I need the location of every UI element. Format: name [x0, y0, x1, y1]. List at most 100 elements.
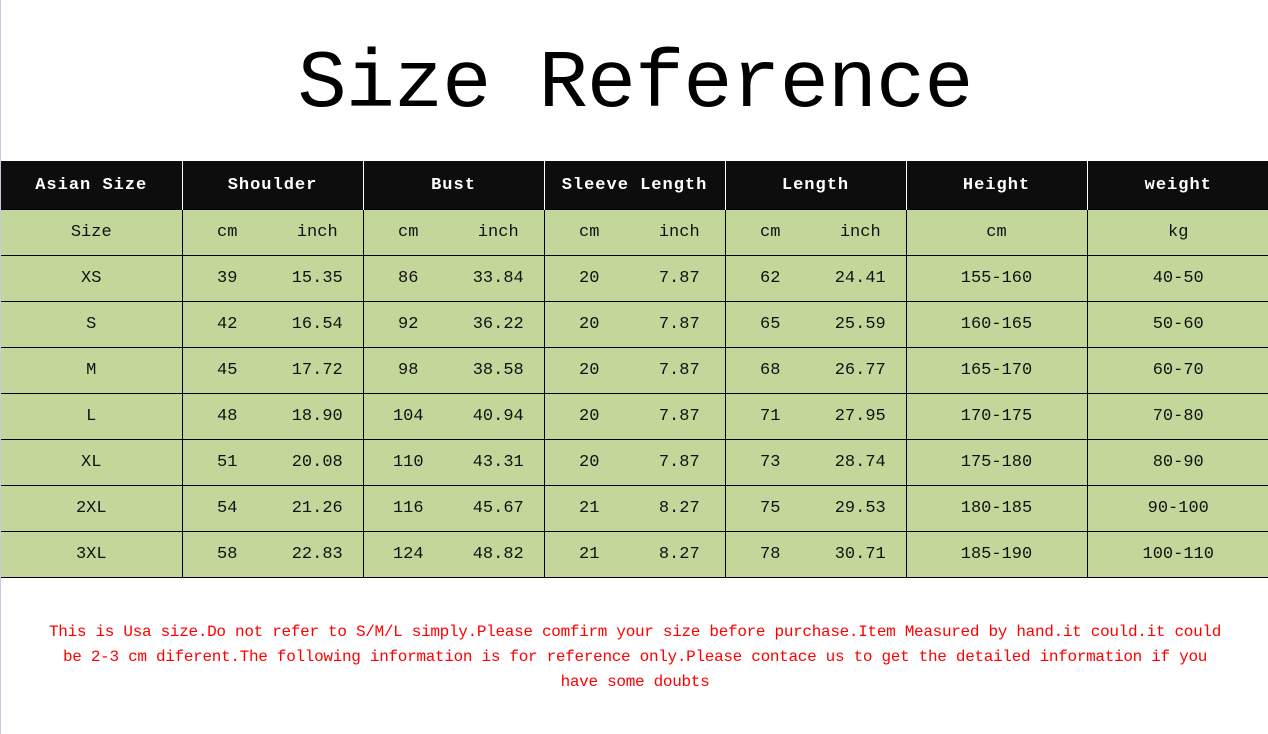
- table-cell: 20: [543, 301, 634, 348]
- table-cell: 21.26: [272, 485, 363, 532]
- table-cell: 2XL: [1, 485, 182, 532]
- note-line: be 2-3 cm diferent.The following informa…: [62, 648, 1208, 666]
- table-cell: 48: [181, 393, 272, 440]
- column-header: Shoulder: [181, 161, 363, 210]
- table-cell: 100-110: [1086, 531, 1268, 578]
- table-cell: 98: [362, 347, 453, 394]
- table-cell: 62: [724, 255, 815, 302]
- table-cell: 185-190: [905, 531, 1087, 578]
- column-header: Height: [905, 161, 1087, 210]
- table-cell: cm: [362, 209, 453, 256]
- table-cell: 58: [181, 531, 272, 578]
- table-row: 2XL 54 21.26 116 45.67 21 8.27 75 29.53 180-185 90…: [1, 485, 1268, 532]
- table-cell: 7.87: [634, 393, 725, 440]
- table-cell: kg: [1086, 209, 1268, 256]
- table-cell: 116: [362, 485, 453, 532]
- table-cell: 30.71: [815, 531, 906, 578]
- table-cell: 21: [543, 531, 634, 578]
- table-cell: XS: [1, 255, 182, 302]
- column-header: Asian Size: [1, 161, 182, 210]
- disclaimer-note: This is Usa size.Do not refer to S/M/L s…: [1, 620, 1268, 695]
- table-cell: 70-80: [1086, 393, 1268, 440]
- table-cell: 80-90: [1086, 439, 1268, 486]
- table-cell: 51: [181, 439, 272, 486]
- table-cell: 7.87: [634, 347, 725, 394]
- column-header: Sleeve Length: [543, 161, 725, 210]
- table-row: XL 51 20.08 110 43.31 20 7.87 73 28.74 175-180 80-…: [1, 439, 1268, 486]
- table-cell: 65: [724, 301, 815, 348]
- table-cell: cm: [543, 209, 634, 256]
- table-cell: 40-50: [1086, 255, 1268, 302]
- column-header: Bust: [362, 161, 544, 210]
- table-cell: 36.22: [453, 301, 544, 348]
- table-cell: cm: [181, 209, 272, 256]
- table-cell: 40.94: [453, 393, 544, 440]
- table-cell: 43.31: [453, 439, 544, 486]
- table-cell: 27.95: [815, 393, 906, 440]
- table-cell: 20.08: [272, 439, 363, 486]
- table-cell: L: [1, 393, 182, 440]
- column-header: weight: [1086, 161, 1268, 210]
- table-cell: 20: [543, 255, 634, 302]
- table-row: XS 39 15.35 86 33.84 20 7.87 62 24.41 155-160 40-5…: [1, 255, 1268, 302]
- table-cell: 175-180: [905, 439, 1087, 486]
- page-title: Size Reference: [297, 38, 974, 131]
- table-cell: 54: [181, 485, 272, 532]
- table-cell: 28.74: [815, 439, 906, 486]
- table-cell: 160-165: [905, 301, 1087, 348]
- size-table: Asian Size Shoulder Bust Sleeve Length Lengt…: [1, 161, 1268, 578]
- table-cell: 17.72: [272, 347, 363, 394]
- table-cell: 38.58: [453, 347, 544, 394]
- table-cell: 78: [724, 531, 815, 578]
- table-cell: 22.83: [272, 531, 363, 578]
- table-cell: 7.87: [634, 439, 725, 486]
- table-cell: 180-185: [905, 485, 1087, 532]
- table-cell: 25.59: [815, 301, 906, 348]
- table-cell: 16.54: [272, 301, 363, 348]
- table-cell: 18.90: [272, 393, 363, 440]
- table-cell: XL: [1, 439, 182, 486]
- table-cell: 7.87: [634, 255, 725, 302]
- table-cell: 73: [724, 439, 815, 486]
- table-row: 3XL 58 22.83 124 48.82 21 8.27 78 30.71 185-190 10…: [1, 531, 1268, 578]
- table-cell: 29.53: [815, 485, 906, 532]
- table-cell: cm: [905, 209, 1087, 256]
- table-cell: 124: [362, 531, 453, 578]
- table-cell: 45: [181, 347, 272, 394]
- table-row: S 42 16.54 92 36.22 20 7.87 65 25.59 160-165 50-60: [1, 301, 1268, 348]
- table-cell: 8.27: [634, 531, 725, 578]
- units-row: Size cm inch cm inch cm inch cm inch cm kg: [1, 209, 1268, 256]
- table-cell: 110: [362, 439, 453, 486]
- table-row: L 48 18.90 104 40.94 20 7.87 71 27.95 170-175 70-8…: [1, 393, 1268, 440]
- table-cell: 42: [181, 301, 272, 348]
- note-line: This is Usa size.Do not refer to S/M/L s…: [49, 623, 1221, 641]
- table-cell: 20: [543, 439, 634, 486]
- table-cell: 92: [362, 301, 453, 348]
- table-cell: 24.41: [815, 255, 906, 302]
- table-cell: 33.84: [453, 255, 544, 302]
- table-cell: inch: [634, 209, 725, 256]
- table-cell: 155-160: [905, 255, 1087, 302]
- table-cell: 39: [181, 255, 272, 302]
- table-cell: 48.82: [453, 531, 544, 578]
- column-header: Length: [724, 161, 906, 210]
- table-cell: S: [1, 301, 182, 348]
- table-cell: 15.35: [272, 255, 363, 302]
- table-cell: M: [1, 347, 182, 394]
- table-cell: 86: [362, 255, 453, 302]
- table-cell: 20: [543, 393, 634, 440]
- table-cell: 104: [362, 393, 453, 440]
- table-cell: 170-175: [905, 393, 1087, 440]
- table-cell: 21: [543, 485, 634, 532]
- table-cell: cm: [724, 209, 815, 256]
- table-cell: 75: [724, 485, 815, 532]
- table-cell: 3XL: [1, 531, 182, 578]
- table-cell: 45.67: [453, 485, 544, 532]
- table-cell: 8.27: [634, 485, 725, 532]
- table-cell: 90-100: [1086, 485, 1268, 532]
- table-cell: 7.87: [634, 301, 725, 348]
- table-cell: inch: [453, 209, 544, 256]
- table-cell: 165-170: [905, 347, 1087, 394]
- table-cell: 60-70: [1086, 347, 1268, 394]
- header-row: Asian Size Shoulder Bust Sleeve Length Lengt…: [1, 161, 1268, 210]
